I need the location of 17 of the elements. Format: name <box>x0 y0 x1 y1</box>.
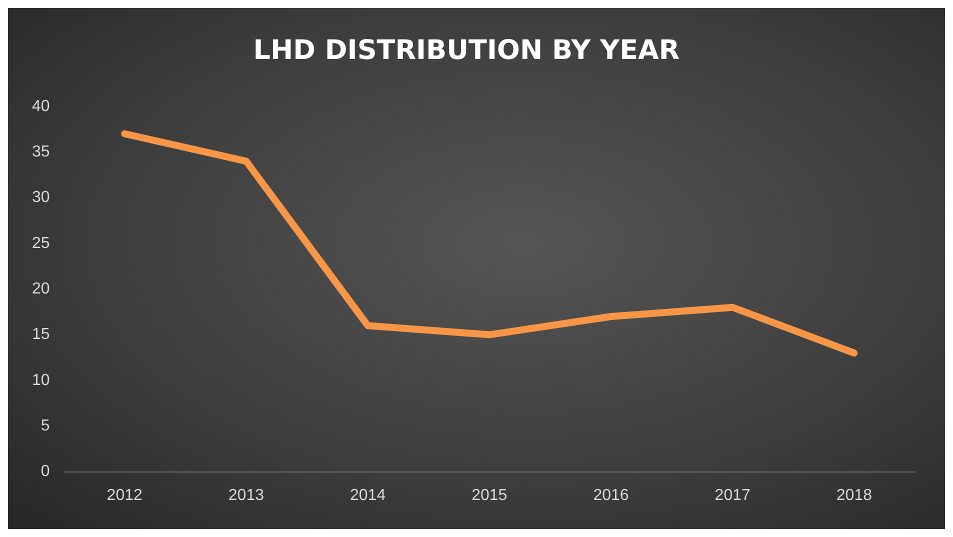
y-tick-label: 25 <box>32 234 50 252</box>
y-tick-label: 10 <box>32 372 50 389</box>
x-tick-label: 2015 <box>472 486 508 504</box>
x-tick-label: 2018 <box>836 486 872 504</box>
y-tick-label: 15 <box>32 326 50 344</box>
x-tick-label: 2017 <box>714 486 750 504</box>
y-tick-label: 30 <box>32 189 50 206</box>
x-tick-label: 2012 <box>106 486 142 504</box>
y-tick-label: 20 <box>32 280 50 298</box>
y-tick-label: 5 <box>40 418 50 435</box>
x-tick-label: 2013 <box>228 486 264 504</box>
y-tick-label: 35 <box>32 143 50 160</box>
x-tick-label: 2016 <box>593 486 629 504</box>
y-tick-label: 0 <box>40 463 50 480</box>
x-tick-label: 2014 <box>350 486 386 504</box>
chart-title: LHD DISTRIBUTION BY YEAR <box>253 35 680 66</box>
y-tick-label: 40 <box>32 98 50 115</box>
